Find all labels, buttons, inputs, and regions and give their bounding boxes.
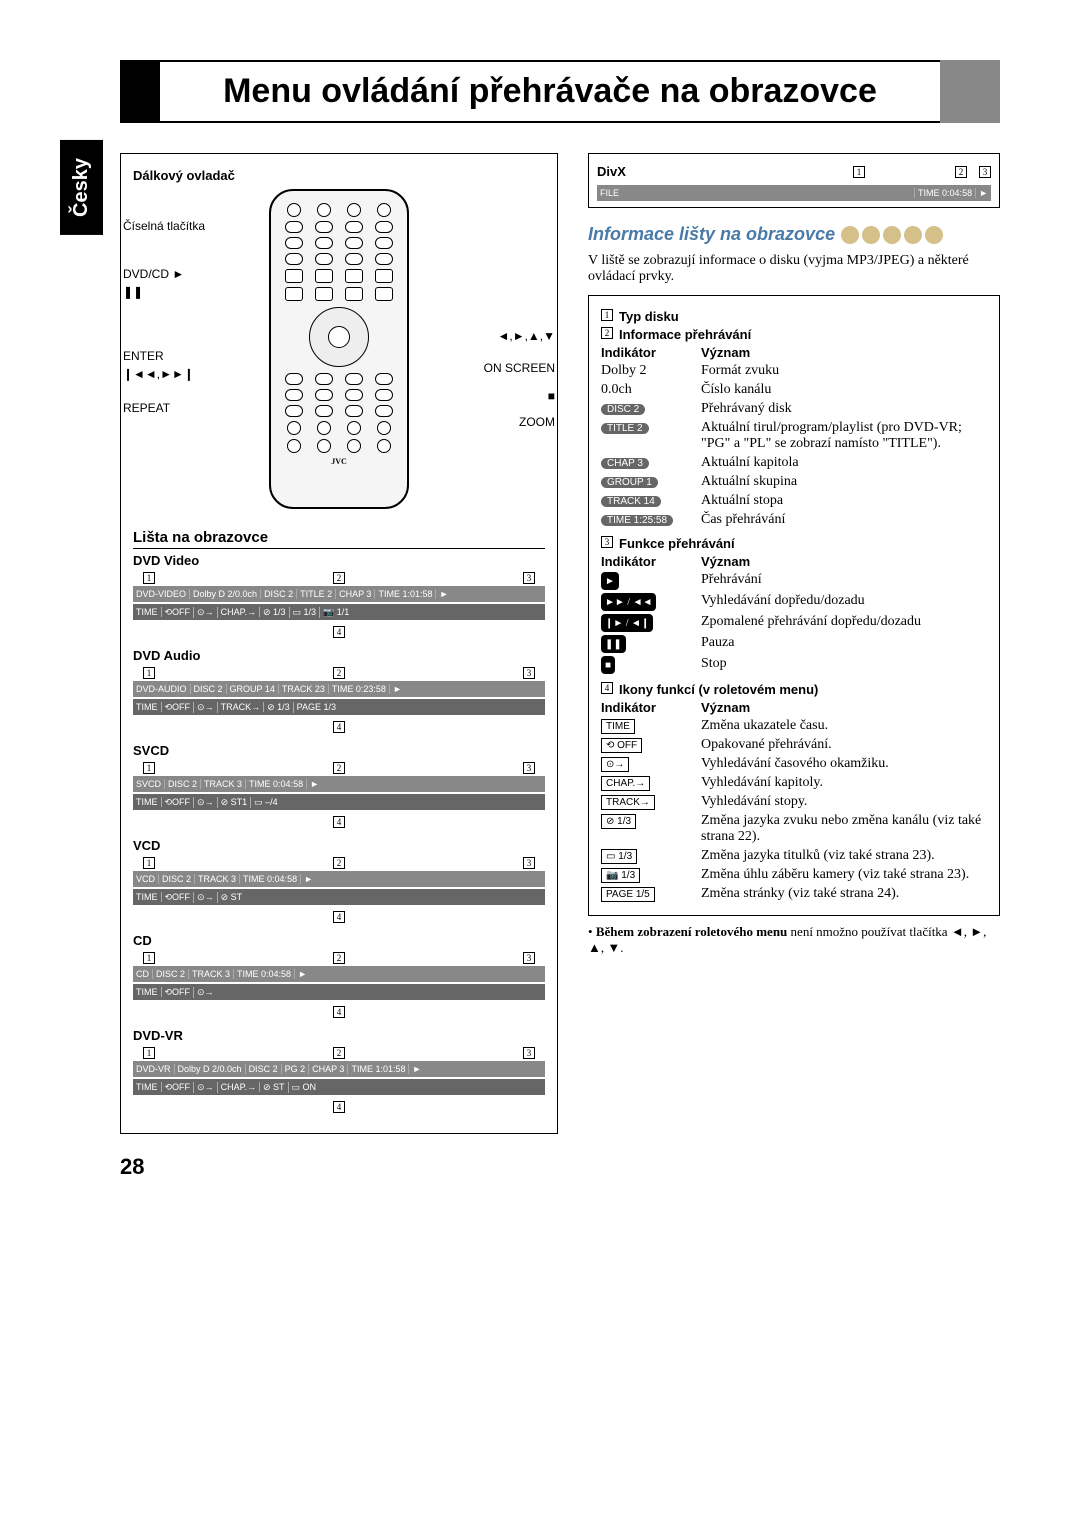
status-bar-top: CDDISC 2TRACK 3TIME 0:04:58► xyxy=(133,966,545,982)
info-row: Dolby 2Formát zvuku xyxy=(601,363,987,379)
info-row: 📷 1/3Změna úhlu záběru kamery (viz také … xyxy=(601,867,987,883)
format-label: CD xyxy=(133,933,545,948)
label-stop: ■ xyxy=(548,389,555,403)
info-row: TRACK→Vyhledávání stopy. xyxy=(601,794,987,810)
language-tab: Česky xyxy=(60,140,103,235)
format-label: DVD Audio xyxy=(133,648,545,663)
status-bar-bottom: TIME⟲OFF⊙→CHAP.→⊘ 1/3▭ 1/3📷 1/1 xyxy=(133,604,545,620)
info-row: TITLE 2Aktuální tirul/program/playlist (… xyxy=(601,420,987,452)
format-label: SVCD xyxy=(133,743,545,758)
info-row: ►Přehrávání xyxy=(601,572,987,590)
info-row: TRACK 14Aktuální stopa xyxy=(601,493,987,509)
right-section-heading: Informace lišty na obrazovce xyxy=(588,224,835,245)
info-row: CHAP.→Vyhledávání kapitoly. xyxy=(601,775,987,791)
onscreen-bar-heading: Lišta na obrazovce xyxy=(133,529,545,549)
remote-diagram: Číselná tlačítka DVD/CD ► ❚❚ ENTER ❙◄◄,►… xyxy=(133,189,545,509)
heading-dots xyxy=(841,226,943,244)
status-bar-bottom: TIME⟲OFF⊙→TRACK→⊘ 1/3PAGE 1/3 xyxy=(133,699,545,715)
info-row: ⊘ 1/3Změna jazyka zvuku nebo změna kanál… xyxy=(601,813,987,845)
label-repeat: REPEAT xyxy=(123,401,170,415)
intro-text: V liště se zobrazují informace o disku (… xyxy=(588,253,1000,285)
info-row: 0.0chČíslo kanálu xyxy=(601,382,987,398)
page-title-bar: Menu ovládání přehrávače na obrazovce xyxy=(120,60,1000,123)
status-bar-top: VCDDISC 2TRACK 3TIME 0:04:58► xyxy=(133,871,545,887)
info-row: GROUP 1Aktuální skupina xyxy=(601,474,987,490)
note-text: • Během zobrazení roletového menu není n… xyxy=(588,924,1000,956)
label-skip: ❙◄◄,►►❙ xyxy=(123,367,194,381)
status-bar-top: DVD-VRDolby D 2/0.0chDISC 2PG 2CHAP 3TIM… xyxy=(133,1061,545,1077)
remote-heading: Dálkový ovladač xyxy=(133,168,545,183)
info-row: TIMEZměna ukazatele času. xyxy=(601,718,987,734)
label-cursor: ◄,►,▲,▼ xyxy=(497,329,555,343)
info-row: CHAP 3Aktuální kapitola xyxy=(601,455,987,471)
status-bar-bottom: TIME⟲OFF⊙→⊘ ST xyxy=(133,889,545,905)
status-bar-bottom: TIME⟲OFF⊙→CHAP.→⊘ ST▭ ON xyxy=(133,1079,545,1095)
format-label: DVD-VR xyxy=(133,1028,545,1043)
label-dvdcd: DVD/CD ► xyxy=(123,267,184,281)
info-row: ►► / ◄◄Vyhledávání dopředu/dozadu xyxy=(601,593,987,611)
label-onscreen: ON SCREEN xyxy=(484,361,555,375)
info-row: ▭ 1/3Změna jazyka titulků (viz také stra… xyxy=(601,848,987,864)
info-box: 1Typ disku 2Informace přehrávání Indikát… xyxy=(588,295,1000,916)
left-column: Dálkový ovladač Číselná tlačítka DVD/CD … xyxy=(120,153,558,1134)
label-number-buttons: Číselná tlačítka xyxy=(123,219,205,233)
status-bar-bottom: TIME⟲OFF⊙→⊘ ST1▭ –/4 xyxy=(133,794,545,810)
divx-bar: DivX 123 FILETIME 0:04:58► xyxy=(588,153,1000,208)
right-column: DivX 123 FILETIME 0:04:58► Informace liš… xyxy=(588,153,1000,1134)
format-label: DVD Video xyxy=(133,553,545,568)
info-row: PAGE 1/5Změna stránky (viz také strana 2… xyxy=(601,886,987,902)
format-label: VCD xyxy=(133,838,545,853)
status-bar-bottom: TIME⟲OFF⊙→ xyxy=(133,984,545,1000)
label-zoom: ZOOM xyxy=(519,415,555,429)
page-title: Menu ovládání přehrávače na obrazovce xyxy=(160,60,940,123)
info-row: ⟲ OFFOpakované přehrávání. xyxy=(601,737,987,753)
info-row: TIME 1:25:58Čas přehrávání xyxy=(601,512,987,528)
label-enter: ENTER xyxy=(123,349,164,363)
status-bar-top: DVD-VIDEODolby D 2/0.0chDISC 2TITLE 2CHA… xyxy=(133,586,545,602)
info-row: ❚❚Pauza xyxy=(601,635,987,653)
status-bar-top: DVD-AUDIODISC 2GROUP 14TRACK 23TIME 0:23… xyxy=(133,681,545,697)
page-number: 28 xyxy=(120,1154,1000,1180)
info-row: ❙► / ◄❙Zpomalené přehrávání dopředu/doza… xyxy=(601,614,987,632)
info-row: DISC 2Přehrávaný disk xyxy=(601,401,987,417)
info-row: ⊙→Vyhledávání časového okamžiku. xyxy=(601,756,987,772)
label-pause: ❚❚ xyxy=(123,285,143,299)
status-bar-top: SVCDDISC 2TRACK 3TIME 0:04:58► xyxy=(133,776,545,792)
info-row: ■Stop xyxy=(601,656,987,674)
